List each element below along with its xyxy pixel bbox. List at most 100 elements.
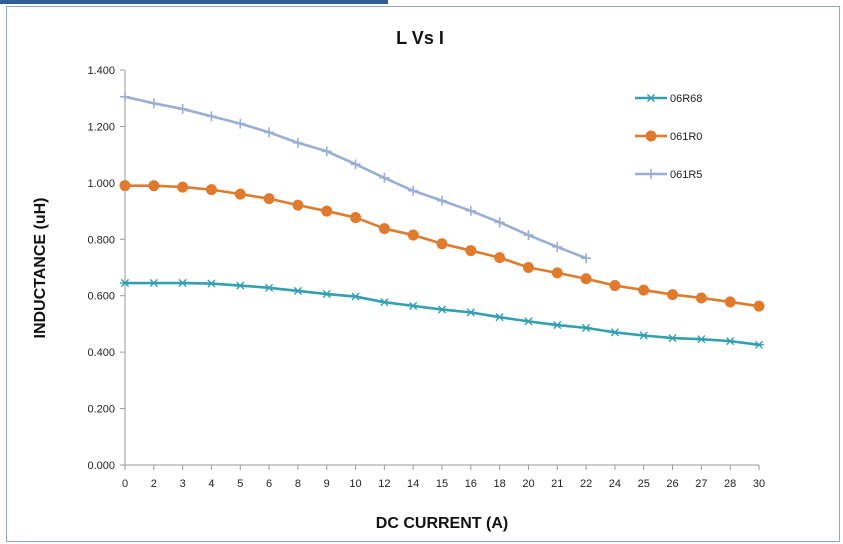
data-point	[695, 292, 707, 304]
legend-item: 061R0	[635, 130, 702, 143]
data-point	[696, 335, 707, 344]
data-point	[494, 313, 505, 322]
data-point	[350, 159, 361, 170]
data-point	[120, 91, 130, 102]
data-point	[494, 217, 505, 228]
x-tick-label: 9	[324, 478, 330, 490]
data-point	[609, 328, 620, 337]
x-tick-label: 15	[436, 478, 448, 490]
legend-marker	[645, 130, 657, 142]
data-point	[725, 337, 736, 346]
y-axis-ticks: 0.000 0.200 0.400 0.600 0.800 1.000 1.200 1.400	[87, 65, 125, 472]
data-point	[522, 262, 534, 273]
data-point	[264, 127, 275, 138]
data-point	[638, 284, 650, 296]
data-point	[379, 172, 390, 183]
x-tick-label: 18	[494, 478, 506, 490]
data-point	[523, 317, 534, 326]
legend-marker	[646, 169, 656, 179]
x-tick-label: 24	[609, 478, 621, 490]
chart-title: L Vs I	[396, 28, 444, 48]
y-tick-label: 0.800	[87, 234, 115, 246]
data-point	[754, 340, 764, 349]
data-point	[581, 253, 592, 264]
data-point	[235, 281, 246, 290]
data-point	[551, 267, 563, 279]
data-point	[753, 300, 765, 312]
data-point	[667, 333, 678, 343]
data-point	[465, 245, 477, 257]
y-tick-label: 1.000	[87, 178, 115, 190]
legend-label: 06R68	[670, 93, 702, 105]
y-tick-label: 0.000	[87, 460, 115, 472]
data-point	[379, 298, 390, 307]
legend-marker	[646, 93, 656, 103]
legend-item: 061R5	[635, 169, 702, 181]
data-point	[378, 223, 390, 235]
legend-label: 061R0	[670, 131, 702, 143]
x-tick-label: 3	[180, 478, 186, 490]
data-point	[148, 98, 159, 109]
x-axis-ticks: 0 2 3 4 5 6 8 9 10 12 14 15 16 18 20 21 22 24 25 26 27 28 30	[122, 465, 765, 490]
data-point	[177, 278, 188, 288]
x-tick-label: 25	[638, 478, 650, 490]
data-point	[264, 283, 275, 292]
data-point	[234, 188, 246, 200]
data-point	[580, 273, 592, 285]
data-point	[350, 212, 362, 224]
data-point	[609, 280, 621, 292]
data-point	[148, 180, 160, 192]
legend-item: 06R68	[635, 93, 702, 105]
x-tick-label: 2	[151, 478, 157, 490]
top-accent-strip	[0, 0, 388, 4]
data-point	[436, 238, 448, 250]
data-point	[523, 230, 534, 241]
legend: 06R68 061R0 061R5	[635, 93, 702, 181]
x-tick-label: 30	[753, 478, 765, 490]
x-tick-label: 0	[122, 478, 128, 490]
x-tick-label: 5	[237, 478, 243, 490]
x-tick-label: 14	[407, 478, 419, 490]
x-tick-label: 20	[522, 478, 534, 490]
data-point	[437, 195, 447, 206]
data-point	[206, 111, 217, 122]
data-point	[292, 137, 303, 148]
x-tick-label: 8	[295, 478, 301, 490]
x-tick-label: 10	[349, 478, 361, 490]
x-tick-label: 12	[378, 478, 390, 490]
x-tick-label: 21	[551, 478, 563, 490]
data-point	[552, 241, 563, 252]
data-point	[263, 193, 275, 205]
x-tick-label: 26	[666, 478, 678, 490]
data-point	[292, 199, 304, 211]
chart-area	[6, 6, 840, 542]
data-point	[465, 308, 476, 317]
data-point	[465, 205, 476, 216]
series-06R68	[120, 278, 764, 349]
data-point	[235, 118, 246, 129]
data-point	[408, 301, 419, 310]
data-point	[148, 278, 159, 288]
data-point	[494, 252, 506, 264]
data-point	[119, 180, 131, 192]
data-point	[205, 184, 217, 196]
y-tick-label: 0.200	[87, 404, 115, 416]
x-axis-title: DC CURRENT (A)	[376, 515, 508, 532]
y-tick-label: 1.200	[87, 121, 115, 133]
data-point	[437, 305, 447, 314]
data-point	[321, 205, 333, 217]
x-tick-label: 6	[266, 478, 272, 490]
data-point	[407, 229, 419, 241]
data-point	[581, 323, 592, 332]
x-tick-label: 4	[208, 478, 214, 490]
series-061R5	[120, 91, 592, 264]
data-point	[321, 289, 332, 299]
data-point	[552, 320, 563, 330]
data-point	[177, 181, 189, 193]
data-point	[667, 289, 679, 301]
y-tick-label: 0.600	[87, 291, 115, 303]
data-point	[321, 146, 332, 157]
data-point	[120, 278, 130, 288]
